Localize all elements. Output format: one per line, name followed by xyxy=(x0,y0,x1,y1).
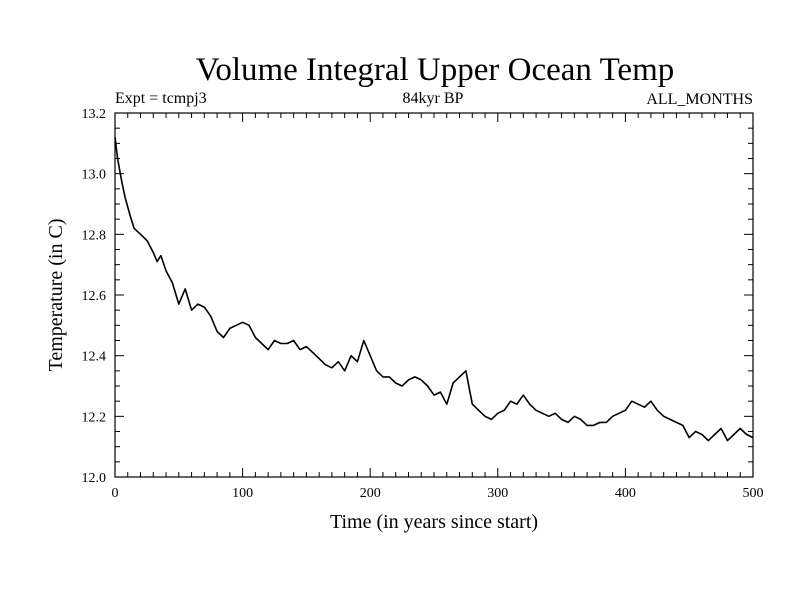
chart-title: Volume Integral Upper Ocean Temp xyxy=(196,52,674,88)
plot-area-frame xyxy=(114,112,754,478)
y-tick-label: 12.0 xyxy=(82,471,107,486)
x-tick-label: 300 xyxy=(487,486,508,501)
axis-tick-labels: 0 100 200 300 400 500 12.0 12.2 12.4 12.6 12.8 13.0… xyxy=(82,107,764,501)
x-tick-label: 0 xyxy=(112,486,119,501)
y-tick-label: 13.2 xyxy=(82,107,107,122)
y-tick-label: 13.0 xyxy=(82,168,107,183)
chart-subtitle-left: Expt = tcmpj3 xyxy=(115,90,207,107)
y-tick-label: 12.4 xyxy=(82,350,107,365)
x-axis-label: Time (in years since start) xyxy=(330,511,538,533)
chart-subtitle-right: ALL_MONTHS xyxy=(646,91,753,108)
data-series-line xyxy=(114,137,754,442)
x-tick-label: 400 xyxy=(615,486,636,501)
y-tick-label: 12.8 xyxy=(82,228,107,243)
chart-subtitle-center: 84kyr BP xyxy=(403,90,464,107)
x-tick-label: 100 xyxy=(232,486,253,501)
x-tick-label: 500 xyxy=(743,486,764,501)
y-axis-label: Temperature (in C) xyxy=(45,219,67,372)
x-tick-label: 200 xyxy=(360,486,381,501)
y-tick-label: 12.2 xyxy=(82,410,107,425)
y-tick-label: 12.6 xyxy=(82,289,107,304)
